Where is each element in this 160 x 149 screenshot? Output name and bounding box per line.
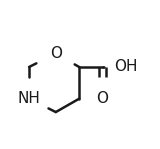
Text: O: O (96, 91, 108, 106)
Text: O: O (50, 46, 62, 61)
Text: NH: NH (18, 91, 40, 106)
Text: OH: OH (114, 59, 138, 74)
